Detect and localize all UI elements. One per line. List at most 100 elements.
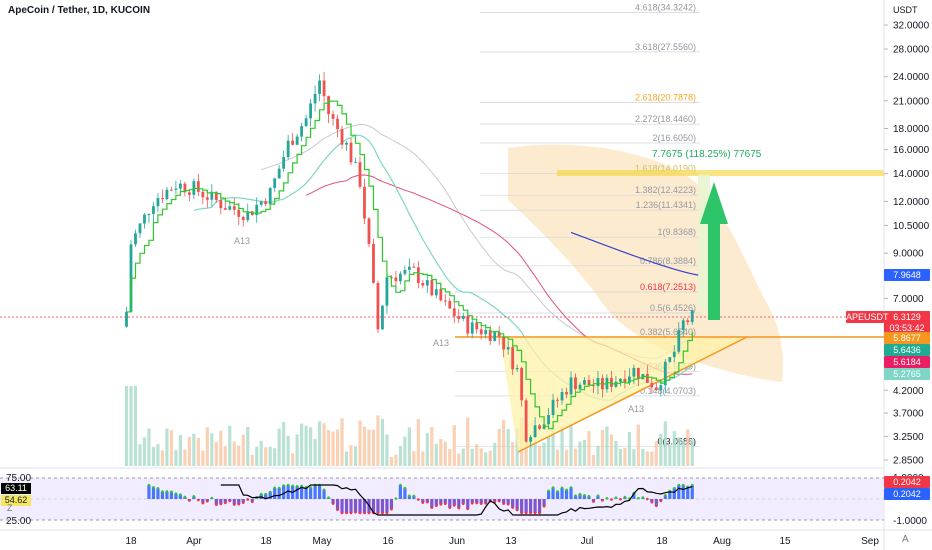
osc-dot — [174, 492, 178, 495]
candle-body — [412, 266, 416, 268]
osc-bar — [286, 485, 290, 499]
volume-bar — [591, 454, 596, 466]
volume-bar — [259, 440, 263, 466]
volume-bar — [636, 424, 640, 466]
time-tick-label: Apr — [186, 536, 202, 547]
osc-dot — [506, 502, 510, 506]
candle-body — [228, 206, 232, 210]
osc-bar — [681, 485, 685, 499]
osc-bar — [389, 499, 394, 510]
osc-dot — [439, 503, 443, 506]
candle-body — [569, 377, 573, 395]
price-tick-label: 2.8500 — [893, 456, 924, 467]
volume-bar — [573, 448, 578, 466]
candle-body — [300, 126, 304, 137]
candle-body — [654, 387, 658, 391]
osc-dot — [282, 484, 285, 487]
candle-body — [394, 277, 398, 282]
candle-body — [147, 213, 151, 215]
volume-bar — [192, 433, 196, 466]
candle-body — [587, 380, 591, 386]
osc-bar — [169, 491, 174, 499]
last-price-value-tag: 6.3129 — [884, 311, 930, 323]
osc-bar — [690, 485, 694, 499]
volume-bar — [398, 445, 402, 466]
osc-bar — [672, 488, 676, 499]
auto-scale-button[interactable]: A — [902, 534, 909, 545]
osc-tick: -1.0000 — [893, 516, 927, 527]
osc-dot — [551, 486, 555, 489]
candle-body — [336, 118, 339, 130]
osc-dot — [655, 504, 658, 508]
volume-bar — [663, 421, 667, 466]
volume-bar — [389, 456, 394, 466]
osc-bar — [421, 499, 425, 503]
osc-dot — [259, 492, 263, 496]
volume-bar — [645, 451, 649, 466]
osc-dot — [641, 496, 645, 499]
volume-bar — [205, 427, 209, 466]
volume-bar — [434, 443, 438, 466]
time-tick-label: 15 — [779, 536, 791, 547]
osc-bar — [412, 495, 416, 499]
osc-dot — [466, 507, 470, 511]
volume-bar — [142, 437, 147, 466]
volume-bar — [331, 431, 335, 466]
candle-body — [524, 400, 528, 442]
osc-bar — [502, 499, 506, 504]
osc-dot — [417, 498, 420, 501]
candle-body — [367, 218, 371, 244]
time-tick-label: Sep — [861, 536, 879, 547]
candle-body — [632, 367, 636, 377]
osc-dot — [452, 504, 456, 507]
osc-dot — [542, 505, 546, 508]
candle-body — [443, 300, 447, 302]
osc-value-tag: 0.2042 — [884, 476, 930, 488]
osc-bar — [668, 491, 672, 499]
osc-bar — [533, 499, 537, 513]
candle-body — [237, 209, 241, 217]
volume-bar — [551, 425, 555, 466]
time-axis[interactable]: 18 Apr 18 May 16 Jun 13 Jul 18 Aug 15 Sep — [125, 536, 879, 547]
rsi-ma-tag: 54.62 — [1, 495, 31, 506]
candle-body — [187, 192, 191, 195]
volume-bar — [246, 427, 250, 466]
osc-dot — [619, 497, 622, 501]
osc-bar — [335, 499, 340, 510]
osc-bar — [475, 499, 479, 504]
volume-bar — [317, 421, 322, 466]
osc-bar — [300, 485, 304, 499]
rsi-tick: 25.00 — [6, 516, 31, 527]
candle-body — [538, 425, 541, 429]
osc-dot — [268, 490, 272, 494]
target-text: 7.7675 (118.25%) 77675 — [652, 149, 762, 160]
price-tick-label: 16.0000 — [893, 145, 930, 156]
ma-teal-tag: 5.2765 — [884, 368, 930, 380]
osc-dot — [502, 502, 505, 505]
price-tick-label: 28.0000 — [893, 45, 930, 56]
zoom-icon[interactable]: Z — [7, 503, 13, 513]
candle-body — [677, 330, 681, 352]
osc-dot — [574, 494, 577, 498]
osc-dot — [605, 497, 609, 500]
volume-bar — [133, 386, 138, 466]
time-tick-label: Aug — [713, 536, 731, 547]
candle-body — [313, 93, 317, 104]
osc-bar — [362, 499, 367, 513]
osc-dot — [399, 483, 402, 487]
osc-dot — [547, 489, 550, 493]
volume-bar — [210, 433, 214, 466]
volume-bar — [668, 445, 672, 466]
osc-bar — [214, 499, 218, 505]
osc-bar — [573, 495, 578, 499]
candle-body — [448, 301, 452, 309]
osc-dot — [646, 497, 649, 501]
candle-body — [161, 198, 164, 200]
candle-body — [421, 283, 425, 286]
volume-bar — [304, 425, 308, 466]
candle-body — [457, 316, 461, 319]
candle-body — [178, 183, 182, 189]
osc-bar — [174, 493, 178, 499]
